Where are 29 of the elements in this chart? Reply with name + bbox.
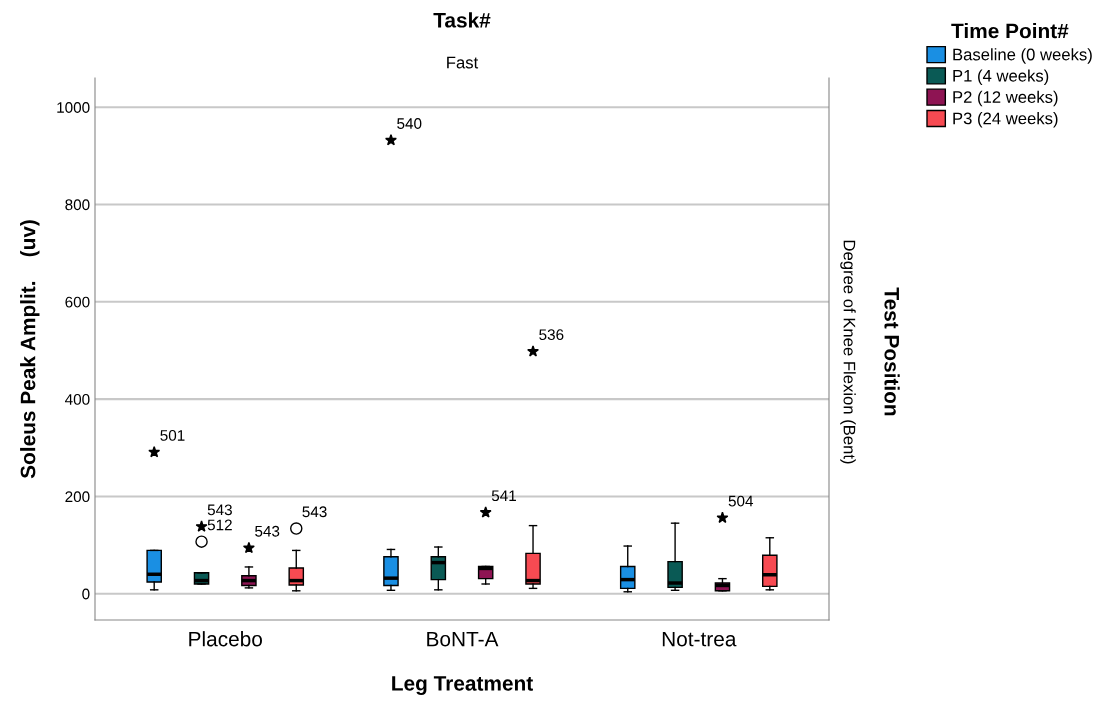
- x-axis-title: Leg Treatment: [392, 676, 533, 695]
- legend-label: Baseline (0 weeks): [953, 48, 1092, 64]
- annotation: 543: [302, 506, 327, 518]
- y-tick-label: 400: [65, 393, 90, 405]
- chart-title: Task#: [433, 12, 491, 28]
- legend-label: P3 (24 weeks): [953, 112, 1058, 128]
- x-tick-label: Placebo: [189, 631, 262, 647]
- legend-label: P2 (12 weeks): [953, 90, 1058, 107]
- text: Test Position: [884, 287, 900, 416]
- x-tick-label: BoNT-A: [427, 631, 499, 647]
- chart-subtitle: Fast: [447, 56, 479, 69]
- y-tick-label: 800: [65, 199, 90, 211]
- x-tick-label: Not-trea: [662, 631, 737, 647]
- y-tick-label: 0: [82, 588, 90, 600]
- annotation: 540: [397, 118, 422, 129]
- annotation: 541: [491, 490, 516, 502]
- annotation: 504: [728, 495, 754, 507]
- legend-title: Time Point#: [951, 23, 1069, 39]
- text: Degree of Knee Flexion (Bent): [840, 240, 856, 464]
- legend-label: P1 (4 weeks): [953, 69, 1049, 85]
- annotation: 501: [160, 429, 185, 441]
- y-axis-title: Soleus Peak Amplit. (uv): [20, 220, 40, 479]
- y-tick-label: 200: [65, 491, 90, 503]
- annotation: 543: [255, 525, 280, 537]
- y-tick-label: 600: [65, 296, 90, 308]
- annotation: 543: [207, 504, 232, 516]
- annotation: 512: [207, 519, 232, 531]
- annotation: 536: [539, 329, 564, 341]
- y-tick-label: 1000: [57, 102, 90, 113]
